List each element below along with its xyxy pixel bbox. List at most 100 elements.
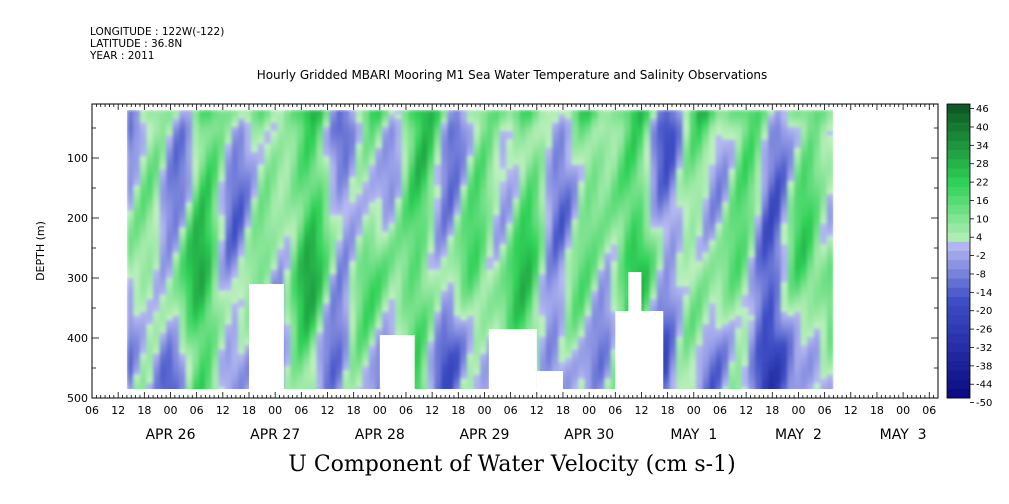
heatmap-cell: [179, 231, 187, 237]
heatmap-cell: [421, 265, 429, 271]
heatmap-cell: [368, 341, 377, 346]
heatmap-cell: [591, 332, 599, 338]
heatmap-cell: [552, 252, 560, 258]
heatmap-cell: [231, 294, 239, 300]
heatmap-cell: [303, 374, 311, 380]
heatmap-cell: [565, 383, 573, 388]
heatmap-cell: [512, 261, 520, 266]
heatmap-cell: [192, 223, 200, 229]
heatmap-cell: [251, 139, 259, 145]
heatmap-cell: [552, 366, 560, 371]
heatmap-cell: [362, 198, 370, 203]
heatmap-cell: [591, 110, 599, 115]
heatmap-cell: [185, 244, 193, 250]
heatmap-cell: [290, 194, 298, 199]
heatmap-cell: [290, 294, 298, 300]
heatmap-cell: [179, 160, 187, 166]
heatmap-cell: [153, 236, 161, 241]
heatmap-cell: [192, 160, 200, 166]
heatmap-cell: [414, 185, 422, 191]
heatmap-cell: [355, 345, 363, 350]
heatmap-cell: [238, 257, 246, 262]
heatmap-cell: [211, 353, 220, 359]
heatmap-cell: [395, 223, 403, 229]
heatmap-cell: [251, 173, 259, 178]
heatmap-cell: [264, 177, 272, 182]
heatmap-cell: [525, 168, 534, 174]
heatmap-cell: [185, 164, 193, 170]
heatmap-cell: [146, 160, 154, 166]
heatmap-cell: [591, 139, 599, 145]
heatmap-cell: [336, 227, 344, 233]
heatmap-cell: [316, 139, 324, 145]
heatmap-cell: [126, 173, 135, 178]
heatmap-cell: [414, 383, 422, 388]
heatmap-cell: [323, 185, 331, 191]
heatmap-cell: [323, 265, 331, 271]
heatmap-cell: [408, 261, 416, 266]
heatmap-cell: [329, 370, 337, 376]
heatmap-cell: [427, 173, 435, 178]
heatmap-cell: [290, 320, 298, 325]
heatmap-cell: [375, 273, 383, 279]
heatmap-cell: [434, 164, 442, 170]
heatmap-cell: [545, 152, 553, 157]
heatmap-cell: [584, 315, 592, 321]
heatmap-cell: [395, 181, 403, 187]
heatmap-cell: [480, 311, 488, 317]
heatmap-cell: [460, 362, 468, 367]
heatmap-cell: [538, 336, 547, 342]
heatmap-cell: [388, 156, 396, 161]
heatmap-cell: [453, 311, 462, 317]
heatmap-cell: [604, 294, 612, 300]
heatmap-cell: [467, 248, 475, 254]
heatmap-cell: [159, 353, 167, 359]
heatmap-cell: [133, 328, 141, 334]
heatmap-cell: [257, 143, 265, 149]
heatmap-cell: [336, 173, 344, 178]
heatmap-cell: [185, 160, 193, 166]
heatmap-cell: [310, 261, 318, 266]
heatmap-cell: [146, 189, 154, 195]
heatmap-cell: [185, 383, 193, 388]
heatmap-cell: [336, 349, 344, 355]
heatmap-cell: [316, 374, 324, 380]
heatmap-cell: [408, 282, 416, 287]
heatmap-cell: [218, 336, 226, 342]
heatmap-cell: [198, 336, 206, 342]
heatmap-cell: [283, 143, 292, 149]
heatmap-cell: [486, 278, 494, 283]
heatmap-cell: [552, 320, 560, 325]
heatmap-cell: [447, 185, 455, 191]
heatmap-cell: [218, 147, 226, 153]
heatmap-cell: [538, 244, 547, 250]
heatmap-cell: [453, 122, 462, 128]
heatmap-cell: [179, 135, 187, 140]
heatmap-cell: [375, 164, 383, 170]
heatmap-cell: [447, 261, 455, 266]
heatmap-cell: [453, 273, 462, 279]
heatmap-cell: [473, 202, 481, 208]
heatmap-cell: [336, 357, 344, 363]
heatmap-cell: [395, 307, 403, 313]
heatmap-cell: [368, 261, 377, 266]
heatmap-cell: [362, 215, 370, 220]
heatmap-cell: [368, 357, 377, 363]
heatmap-cell: [381, 189, 390, 195]
heatmap-cell: [421, 114, 429, 119]
heatmap-cell: [310, 110, 318, 115]
heatmap-cell: [421, 168, 429, 174]
heatmap-cell: [368, 219, 377, 224]
heatmap-cell: [538, 265, 547, 271]
heatmap-cell: [323, 210, 331, 216]
heatmap-cell: [146, 286, 154, 292]
heatmap-cell: [362, 227, 370, 233]
heatmap-cell: [480, 290, 488, 296]
heatmap-cell: [362, 194, 370, 199]
heatmap-cell: [139, 294, 148, 300]
heatmap-cell: [414, 303, 422, 308]
heatmap-cell: [192, 110, 200, 115]
heatmap-cell: [296, 378, 305, 384]
heatmap-cell: [225, 210, 233, 216]
heatmap-cell: [591, 328, 599, 334]
